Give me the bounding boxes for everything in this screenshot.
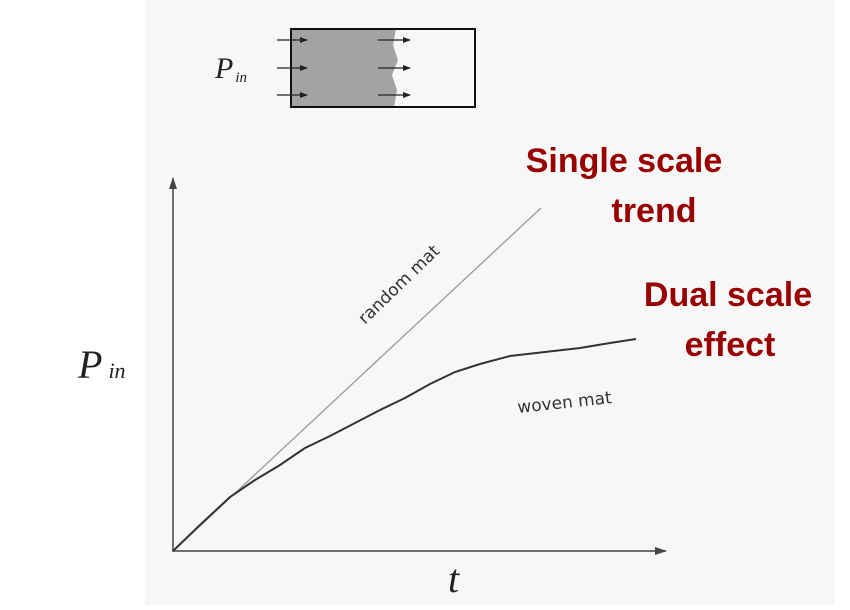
woven-mat-curve bbox=[172, 338, 637, 552]
flow-arrows bbox=[277, 37, 411, 98]
background bbox=[145, 0, 835, 605]
symbol: P bbox=[77, 342, 102, 387]
annotation: effect bbox=[685, 326, 776, 364]
annotation: Single scale bbox=[526, 142, 723, 180]
filled-region bbox=[291, 29, 398, 107]
annotation: trend bbox=[612, 192, 697, 230]
x-axis-label: t bbox=[448, 556, 460, 601]
subscript: in bbox=[235, 70, 247, 86]
symbol: P bbox=[214, 52, 233, 85]
subscript: in bbox=[108, 358, 125, 383]
annotation: Dual scale bbox=[644, 276, 812, 314]
